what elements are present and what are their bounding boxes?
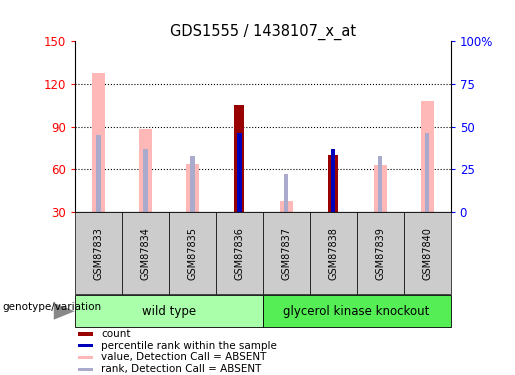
Bar xyxy=(234,105,244,212)
Text: percentile rank within the sample: percentile rank within the sample xyxy=(101,341,277,351)
Text: rank, Detection Call = ABSENT: rank, Detection Call = ABSENT xyxy=(101,364,262,374)
Text: GSM87836: GSM87836 xyxy=(234,226,244,280)
Bar xyxy=(190,156,195,212)
Bar xyxy=(75,295,263,327)
Bar xyxy=(237,134,242,212)
Bar xyxy=(331,149,335,212)
Bar xyxy=(92,72,105,212)
Bar xyxy=(143,149,147,212)
Bar xyxy=(185,164,199,212)
Text: glycerol kinase knockout: glycerol kinase knockout xyxy=(283,305,430,318)
Polygon shape xyxy=(54,303,75,320)
Bar xyxy=(404,212,451,294)
Bar xyxy=(373,165,387,212)
Text: wild type: wild type xyxy=(142,305,196,318)
Bar xyxy=(78,344,94,347)
Bar xyxy=(78,332,94,336)
Bar xyxy=(216,212,263,294)
Text: GSM87839: GSM87839 xyxy=(375,226,385,280)
Text: GSM87833: GSM87833 xyxy=(93,226,103,280)
Text: GSM87838: GSM87838 xyxy=(328,226,338,280)
Bar xyxy=(280,201,293,212)
Bar xyxy=(425,134,430,212)
Bar xyxy=(356,212,404,294)
Bar xyxy=(421,101,434,212)
Title: GDS1555 / 1438107_x_at: GDS1555 / 1438107_x_at xyxy=(169,24,356,40)
Text: genotype/variation: genotype/variation xyxy=(3,303,101,312)
Bar xyxy=(78,368,94,371)
Text: GSM87835: GSM87835 xyxy=(187,226,197,280)
Bar xyxy=(75,212,122,294)
Bar xyxy=(96,135,100,212)
Bar xyxy=(122,212,168,294)
Text: GSM87840: GSM87840 xyxy=(422,226,432,280)
Bar xyxy=(78,356,94,359)
Bar xyxy=(310,212,356,294)
Text: GSM87837: GSM87837 xyxy=(281,226,291,280)
Text: value, Detection Call = ABSENT: value, Detection Call = ABSENT xyxy=(101,352,266,362)
Bar xyxy=(378,156,383,212)
Bar xyxy=(139,129,152,212)
Bar xyxy=(263,212,310,294)
Bar xyxy=(284,174,288,212)
Bar xyxy=(168,212,216,294)
Bar xyxy=(263,295,451,327)
Text: count: count xyxy=(101,329,130,339)
Text: GSM87834: GSM87834 xyxy=(140,226,150,280)
Bar xyxy=(328,155,338,212)
